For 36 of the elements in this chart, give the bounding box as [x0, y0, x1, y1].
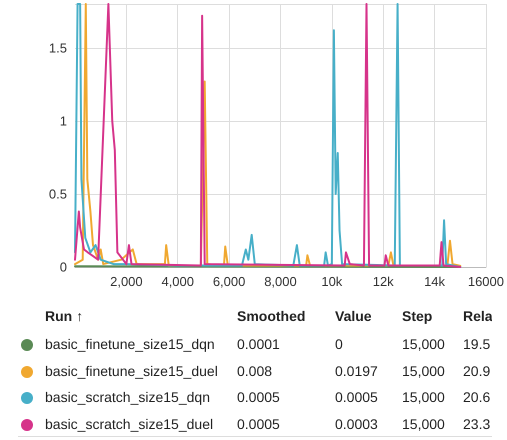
text: 0.0003	[335, 416, 378, 432]
text: 19.5	[463, 336, 490, 352]
legend-label: basic_finetune_size15_dqn	[45, 336, 215, 352]
text: 0.0197	[335, 362, 378, 378]
x-tick-label: 16000	[468, 274, 504, 289]
text: Run ↑	[45, 308, 84, 324]
y-tick-label: 1	[60, 113, 67, 128]
x-tick-label: 12k	[372, 274, 394, 289]
x-tick-label: 4,000	[161, 274, 194, 289]
text: 15,000	[402, 362, 445, 378]
legend-label: basic_scratch_size15_duel	[45, 416, 214, 432]
text: Step	[402, 308, 432, 324]
text: 15,000	[402, 416, 445, 432]
text: Smoothed	[237, 308, 306, 324]
text: 0.0005	[237, 389, 280, 405]
text: 20.6	[463, 389, 490, 405]
x-tick-label: 2,000	[110, 274, 143, 289]
text: 0.0005	[237, 416, 280, 432]
x-tick-label: 10k	[321, 274, 343, 289]
x-tick-label: 14k	[424, 274, 446, 289]
x-tick-label: 8,000	[264, 274, 297, 289]
text: Value	[335, 308, 372, 324]
y-tick-label: 0	[60, 260, 67, 274]
text: 0.0005	[335, 389, 378, 405]
x-tick-label: 6,000	[212, 274, 246, 289]
legend-label: basic_scratch_size15_dqn	[45, 389, 210, 405]
text: 0	[335, 336, 343, 352]
text: 15,000	[402, 389, 445, 405]
text: 0.0001	[237, 336, 280, 352]
y-tick-label: 1.5	[48, 40, 67, 56]
y-tick-label: 0.5	[48, 186, 67, 202]
text: 0.008	[237, 362, 272, 378]
text: 15,000	[402, 336, 445, 352]
text: 20.9	[463, 362, 490, 378]
legend-label: basic_finetune_size15_duel	[45, 362, 218, 378]
text: 23.3	[463, 416, 490, 432]
